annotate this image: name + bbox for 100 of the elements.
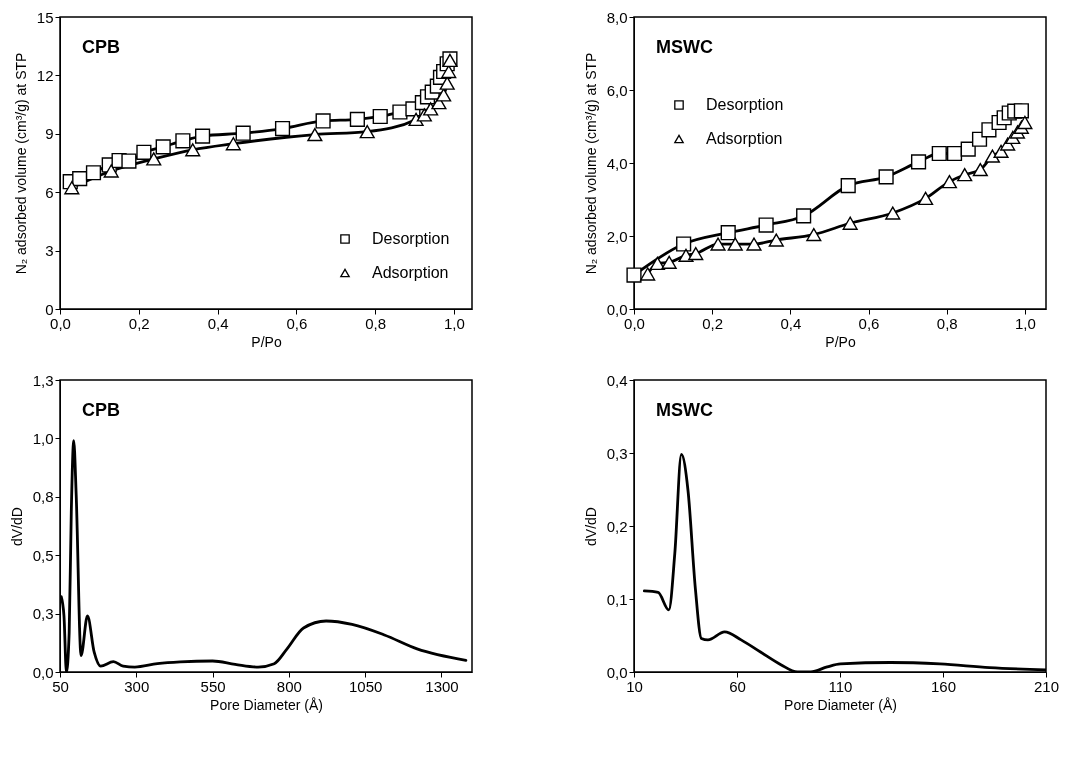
legend-label: Adsorption [372,264,449,281]
point [225,137,241,151]
x-tick-label: 1,0 [1014,314,1036,332]
x-tick-label: 550 [200,677,226,695]
point [840,178,856,194]
y-tick-label: 2,0 [606,227,628,245]
point [727,237,743,251]
text: CPB [82,37,121,57]
x-axis-title: P/Po [251,333,282,350]
y-tick-label: 0,5 [32,546,54,564]
x-tick-label: 0,2 [702,314,724,332]
x-tick-label: 0,4 [207,314,229,332]
point [194,128,211,144]
point [155,139,171,155]
point [806,227,822,242]
point [941,174,958,189]
point [918,191,934,206]
point [878,169,894,185]
x-tick-label: 0,8 [365,314,387,332]
point [984,149,1001,163]
y-axis-title: dV/dD [582,507,599,546]
y-axis-title: N₂ adsorbed volume (cm³/g) at STP [12,52,29,275]
x-tick-label: 0,4 [780,314,802,332]
point [1017,115,1033,130]
y-tick-label: 9 [45,125,54,143]
legend-label: Desorption [706,96,784,113]
text: MSWC [656,400,713,420]
y-tick-label: 8,0 [606,8,628,26]
point [885,206,901,220]
x-tick-label: 0,6 [286,314,308,332]
point [146,152,162,166]
point [175,133,191,149]
point [136,144,152,160]
x-tick-label: 0,6 [858,314,880,332]
x-tick-label: 1050 [349,677,383,695]
point [720,225,736,241]
x-tick-label: 210 [1033,677,1060,695]
point [957,168,973,182]
point [661,255,677,269]
point [72,170,88,187]
point [315,113,331,129]
legend-label: Desorption [372,230,450,247]
text: MSWC [656,37,713,57]
y-tick-label: 0,3 [32,605,54,623]
y-axis-title: dV/dD [8,507,25,546]
y-tick-label: 12 [36,66,54,84]
x-tick-label: 0,8 [936,314,958,332]
point [307,127,323,142]
x-tick-label: 10 [626,677,643,695]
y-tick-label: 3 [45,242,54,260]
y-tick-label: 0,3 [606,444,628,462]
x-tick-label: 110 [828,677,853,695]
x-tick-label: 0,2 [128,314,150,332]
point [640,267,656,281]
y-tick-label: 0,2 [606,517,628,535]
point [392,104,408,120]
x-tick-label: 50 [52,677,69,695]
x-tick-label: 160 [930,677,957,695]
point [796,208,812,224]
point [436,88,452,102]
y-tick-label: 15 [36,8,54,26]
point [64,181,80,195]
point [960,141,976,157]
point [359,124,375,139]
x-tick-label: 1,0 [443,314,465,332]
point [185,143,201,157]
y-tick-label: 4,0 [606,154,628,172]
point [121,153,137,169]
y-tick-label: 0,0 [32,663,54,681]
y-tick-label: 6 [45,183,54,201]
point [972,162,988,177]
point [274,120,291,137]
x-tick-label: 1300 [425,677,459,695]
point [910,154,927,170]
point [931,145,947,162]
y-tick-label: 6,0 [606,81,628,99]
y-tick-label: 0,1 [606,590,628,608]
point [235,125,251,141]
point [372,108,388,125]
point [688,246,704,261]
point [842,216,858,230]
point [85,165,102,181]
y-tick-label: 0,4 [606,371,628,389]
point [758,217,774,233]
legend-label: Adsorption [706,130,783,147]
point [649,256,666,271]
y-axis-title: N₂ adsorbed volume (cm³/g) at STP [582,52,599,275]
x-tick-label: 300 [124,677,150,695]
point [439,76,455,90]
text: CPB [82,400,121,420]
y-tick-label: 0,0 [606,663,628,681]
x-tick-label: 60 [729,677,746,695]
point [1013,103,1029,119]
x-axis-title: Pore Diameter (Å) [784,696,897,713]
y-tick-label: 0,8 [32,488,54,506]
x-axis-title: Pore Diameter (Å) [210,696,323,713]
point [768,233,784,247]
point [710,237,726,251]
x-tick-label: 800 [276,677,302,695]
y-tick-label: 1,0 [32,429,54,447]
